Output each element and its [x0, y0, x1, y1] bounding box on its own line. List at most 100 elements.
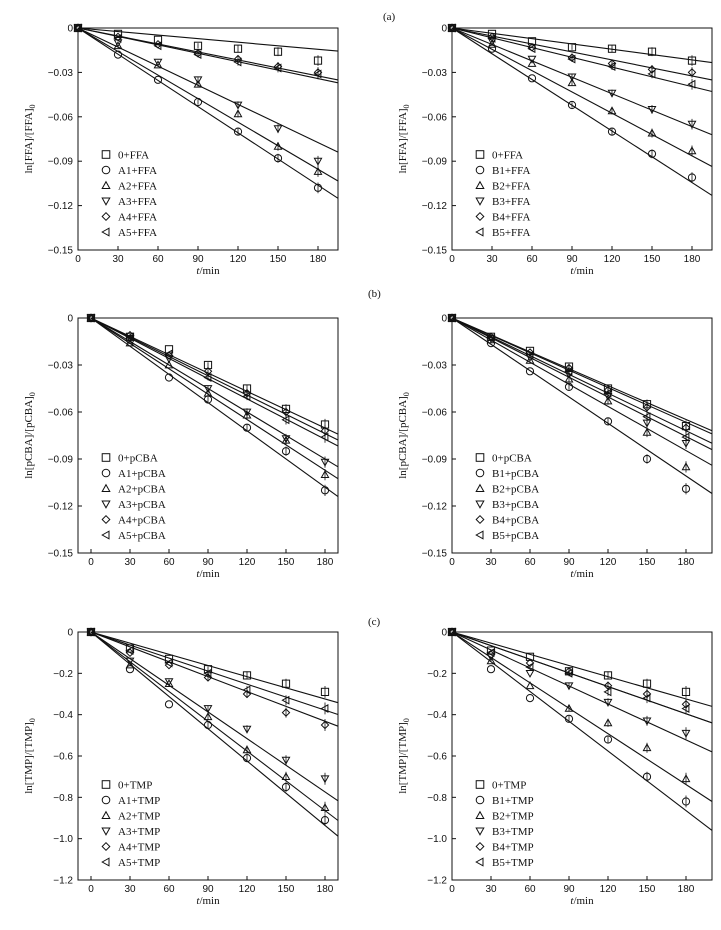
plot-frame — [451, 27, 713, 251]
chart-b-right: 0 30 60 90 120 150 180 0 −0.03 −0.06 −0.09 −0.12 −0.… — [397, 313, 713, 580]
data-point — [487, 29, 497, 38]
legend-marker — [101, 514, 111, 525]
y-tick-label: −0.06 — [48, 408, 74, 419]
x-axis-title: t/min — [570, 568, 594, 580]
data-point — [564, 374, 574, 383]
legend-marker — [475, 780, 485, 789]
legend-marker — [101, 453, 111, 462]
data-point — [164, 373, 174, 382]
charts-group: 0 30 60 90 120 150 180 0 −0.03 −0.06 −0.09 −0.12 −0.… — [23, 23, 713, 907]
data-point — [313, 166, 323, 175]
legend-label: B5+pCBA — [492, 530, 539, 542]
legend-label: A4+TMP — [118, 842, 160, 854]
legend-marker — [101, 150, 111, 159]
fit-line — [90, 317, 339, 498]
y-tick-label: −0.09 — [48, 157, 74, 168]
y-tick-label: −0.4 — [427, 710, 447, 721]
data-point — [125, 665, 135, 674]
data-point — [647, 128, 657, 137]
data-point — [193, 97, 203, 107]
data-point — [527, 58, 537, 67]
data-point — [242, 671, 252, 680]
data-point — [281, 447, 291, 456]
y-tick-label: −0.8 — [53, 793, 73, 804]
data-point — [525, 355, 535, 364]
fit-line — [451, 631, 713, 753]
data-point — [687, 68, 697, 77]
legend-label: A1+pCBA — [118, 468, 166, 480]
data-point — [564, 714, 574, 723]
data-point — [603, 388, 612, 398]
y-tick-label: −1.2 — [53, 876, 73, 887]
data-point — [603, 396, 613, 405]
legend-label: A4+pCBA — [118, 515, 166, 527]
plot-frame — [77, 317, 339, 554]
data-point — [567, 78, 577, 87]
data-point — [153, 60, 163, 69]
data-point — [233, 109, 243, 118]
data-point — [564, 382, 574, 391]
data-point — [642, 679, 652, 688]
chart-c-right: 0 30 60 90 120 150 180 0 −0.2 −0.4 −0.6 −0.8 −1.0 −1.… — [397, 627, 713, 907]
x-axis-title: t/min — [196, 895, 220, 907]
fit-line — [90, 631, 339, 704]
data-point — [242, 745, 252, 754]
x-axis-title: t/min — [196, 568, 220, 580]
data-point — [681, 729, 691, 738]
data-point — [603, 671, 613, 680]
data-point — [164, 654, 174, 663]
legend-marker — [475, 468, 485, 478]
x-tick-label: 60 — [526, 254, 538, 265]
data-point — [642, 693, 651, 703]
data-point — [687, 146, 697, 155]
data-point — [164, 360, 174, 369]
legend-marker — [101, 227, 110, 237]
legend-label: B4+FFA — [492, 212, 530, 224]
x-tick-label: 180 — [684, 254, 701, 265]
plot-frame — [451, 317, 713, 554]
data-point — [281, 756, 291, 765]
data-point — [273, 154, 283, 163]
panel-label-b: (b) — [368, 288, 381, 300]
data-point — [203, 388, 213, 397]
x-tick-label: 0 — [88, 557, 94, 568]
data-point — [320, 432, 329, 442]
legend-label: B3+TMP — [492, 826, 534, 838]
legend-marker — [475, 211, 485, 222]
data-point — [642, 427, 652, 436]
panel-label-c: (c) — [368, 616, 381, 628]
data-point — [125, 332, 134, 342]
data-point — [525, 348, 535, 357]
x-tick-label: 120 — [239, 884, 256, 895]
x-tick-label: 120 — [230, 254, 247, 265]
y-tick-label: −0.15 — [422, 549, 448, 560]
data-point — [525, 652, 535, 661]
data-point — [320, 775, 330, 784]
x-tick-label: 30 — [124, 884, 136, 895]
y-tick-label: −0.06 — [422, 112, 448, 123]
fit-line — [451, 317, 713, 451]
x-tick-label: 150 — [270, 254, 287, 265]
data-point — [281, 435, 291, 444]
data-point — [647, 47, 657, 56]
y-tick-label: −0.8 — [427, 793, 447, 804]
legend-marker — [101, 530, 110, 540]
data-point — [320, 803, 330, 811]
y-tick-label: −0.06 — [422, 408, 448, 419]
data-point — [320, 687, 330, 696]
data-point — [320, 470, 330, 478]
x-tick-label: 150 — [639, 557, 656, 568]
data-point — [607, 44, 617, 53]
data-point — [164, 700, 174, 709]
legend-marker — [475, 453, 485, 462]
data-point — [203, 705, 213, 714]
legend-marker — [475, 530, 484, 540]
y-tick-label: −0.4 — [53, 710, 73, 721]
x-tick-label: 90 — [192, 254, 204, 265]
y-axis-title: ln[pCBA]/[pCBA]0 — [397, 392, 411, 479]
data-point — [603, 417, 613, 426]
legend-marker — [101, 165, 111, 175]
data-point — [281, 772, 291, 780]
data-point — [486, 656, 496, 665]
data-point — [86, 627, 95, 637]
